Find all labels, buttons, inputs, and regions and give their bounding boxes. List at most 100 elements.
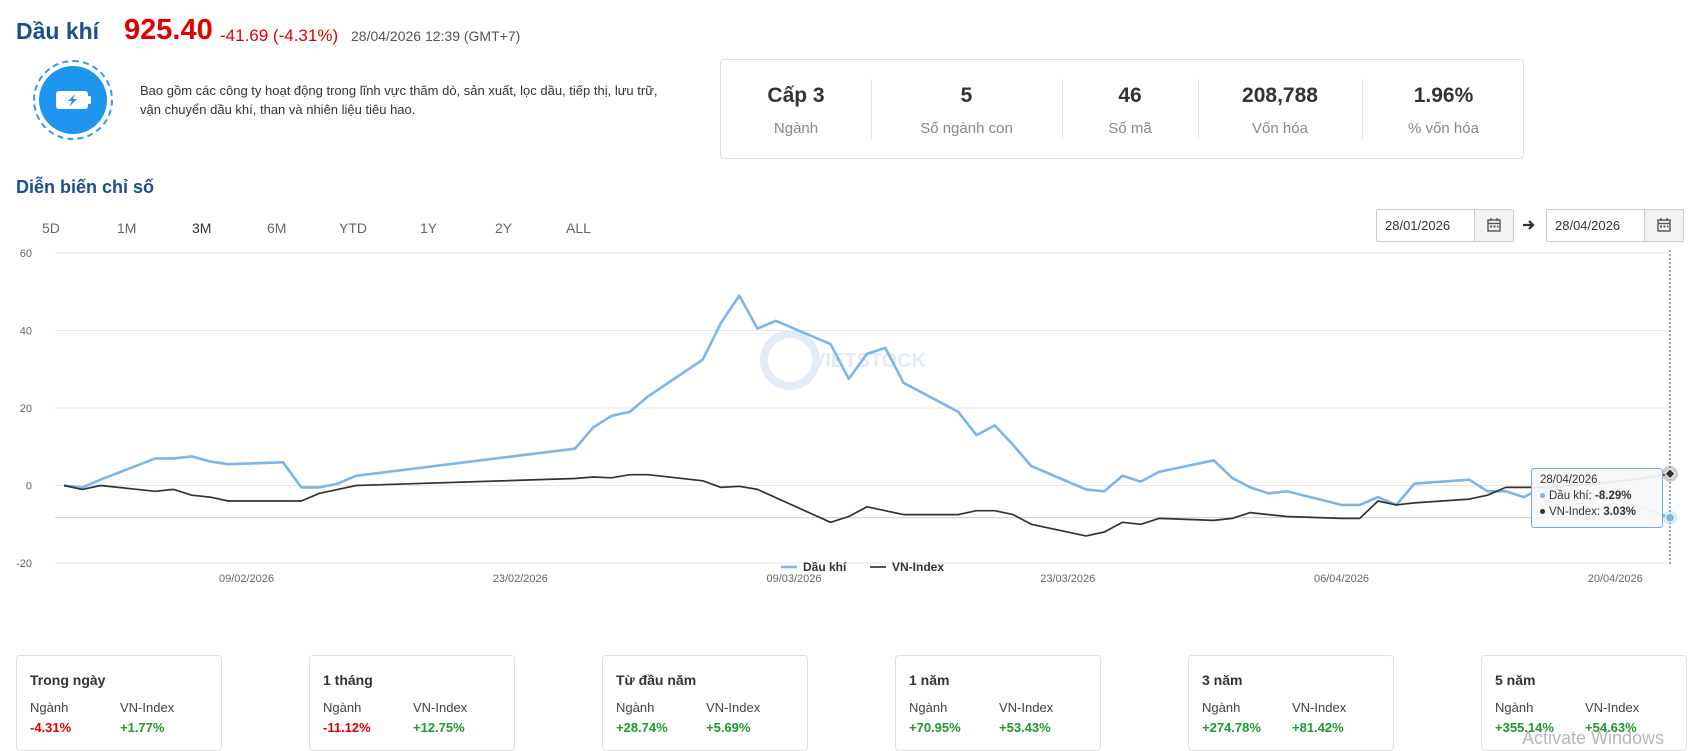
tooltip-series2-value: 3.03% <box>1603 506 1636 518</box>
date-from-input[interactable]: 28/01/2026 <box>1376 209 1514 242</box>
chart-watermark: VIETSTOCK <box>812 350 927 372</box>
card-label-vnindex: VN-Index <box>413 700 468 715</box>
calendar-icon[interactable] <box>1474 210 1513 241</box>
card-value-industry: +274.78% <box>1202 720 1261 735</box>
card-label-industry: Ngành <box>1495 700 1534 715</box>
x-tick-label: 20/04/2026 <box>1588 573 1643 585</box>
series-line-industry <box>63 294 1671 519</box>
hover-marker-vnindex <box>1664 468 1676 480</box>
card-title: 1 năm <box>909 672 950 688</box>
card-title: Trong ngày <box>30 672 106 688</box>
perf-card-3y: 3 năm Ngành VN-Index +274.78% +81.42% <box>1188 655 1394 751</box>
card-label-vnindex: VN-Index <box>1585 700 1640 715</box>
calendar-icon[interactable] <box>1644 210 1683 241</box>
tooltip-series2-label: VN-Index: <box>1549 506 1601 518</box>
card-value-vnindex: +12.75% <box>413 720 465 735</box>
page-title: Dầu khí <box>16 18 100 44</box>
stat-divider <box>871 79 872 139</box>
card-value-industry: -4.31% <box>30 720 72 735</box>
series-dot-icon <box>1540 493 1545 499</box>
arrow-right-icon <box>1522 218 1536 235</box>
range-tab-3m[interactable]: 3M <box>192 220 212 236</box>
stat-label: Số ngành con <box>920 120 1013 137</box>
x-tick-label: 09/03/2026 <box>766 573 821 585</box>
card-label-industry: Ngành <box>30 700 69 715</box>
card-value-industry: +70.95% <box>909 720 961 735</box>
activate-windows-watermark: Activate Windows <box>1522 728 1665 748</box>
stat-label: Ngành <box>773 120 819 137</box>
x-tick-label: 23/02/2026 <box>493 573 548 585</box>
date-from-value: 28/01/2026 <box>1385 218 1451 233</box>
card-title: 1 tháng <box>323 672 373 688</box>
card-label-vnindex: VN-Index <box>120 700 175 715</box>
range-tab-1y[interactable]: 1Y <box>420 220 438 236</box>
stat-market-cap: 208,788 Vốn hóa <box>1198 60 1362 160</box>
card-label-industry: Ngành <box>616 700 655 715</box>
card-value-vnindex: +54.63% <box>1585 720 1637 735</box>
card-title: Từ đầu năm <box>616 672 697 688</box>
card-label-industry: Ngành <box>909 700 948 715</box>
y-tick-label: 40 <box>20 326 32 338</box>
tooltip-row-vnindex: VN-Index: 3.03% <box>1540 506 1636 518</box>
y-tick-label: 20 <box>20 403 32 415</box>
hover-marker-industry <box>1665 512 1675 523</box>
stat-market-cap-pct: 1.96% % vốn hóa <box>1362 60 1525 160</box>
stat-value: 208,788 <box>1242 84 1318 107</box>
stat-label: % vốn hóa <box>1408 120 1479 137</box>
index-change: -41.69 (-4.31%) <box>220 26 339 45</box>
range-tab-5d[interactable]: 5D <box>42 220 60 236</box>
x-tick-label: 06/04/2026 <box>1314 573 1369 585</box>
stat-level: Cấp 3 Ngành <box>721 60 871 160</box>
industry-description: Bao gồm các công ty hoạt động trong lĩnh… <box>140 83 658 117</box>
y-tick-label: 0 <box>26 481 32 493</box>
x-tick-label: 09/02/2026 <box>219 573 274 585</box>
battery-icon <box>39 66 107 134</box>
stat-subindustries: 5 Số ngành con <box>871 60 1062 160</box>
stat-value: Cấp 3 <box>767 84 825 107</box>
stat-value: 5 <box>960 84 973 107</box>
industry-icon-ring <box>33 60 113 140</box>
perf-card-today: Trong ngày Ngành VN-Index -4.31% +1.77% <box>16 655 222 751</box>
chart-section-title: Diễn biến chỉ số <box>16 177 155 197</box>
tooltip-series1-value: -8.29% <box>1595 490 1632 502</box>
date-to-input[interactable]: 28/04/2026 <box>1546 209 1684 242</box>
index-price: 925.40 <box>124 14 213 46</box>
perf-card-1m: 1 tháng Ngành VN-Index -11.12% +12.75% <box>309 655 515 751</box>
y-tick-label: -20 <box>16 558 32 570</box>
index-datetime: 28/04/2026 12:39 (GMT+7) <box>351 28 521 44</box>
range-tab-2y[interactable]: 2Y <box>495 220 513 236</box>
card-label-industry: Ngành <box>323 700 362 715</box>
tooltip-date: 28/04/2026 <box>1540 474 1598 486</box>
perf-card-ytd: Từ đầu năm Ngành VN-Index +28.74% +5.69% <box>602 655 808 751</box>
card-label-industry: Ngành <box>1202 700 1241 715</box>
series-dot-icon <box>1540 509 1545 515</box>
range-tab-ytd[interactable]: YTD <box>339 220 367 236</box>
card-value-industry: +355.14% <box>1495 720 1554 735</box>
range-tab-6m[interactable]: 6M <box>267 220 287 236</box>
card-value-vnindex: +53.43% <box>999 720 1051 735</box>
card-title: 5 năm <box>1495 672 1536 688</box>
card-value-industry: -11.12% <box>323 720 371 735</box>
card-label-vnindex: VN-Index <box>706 700 761 715</box>
legend-industry-label[interactable]: Dầu khí <box>803 560 847 574</box>
perf-card-1y: 1 năm Ngành VN-Index +70.95% +53.43% <box>895 655 1101 751</box>
chart-tooltip: 28/04/2026 Dầu khí: -8.29% VN-Index: 3.0… <box>1531 468 1663 528</box>
stat-divider <box>1062 79 1063 139</box>
range-tab-all[interactable]: ALL <box>566 220 591 236</box>
stat-value: 1.96% <box>1413 84 1474 107</box>
stat-tickers: 46 Số mã <box>1062 60 1198 160</box>
tooltip-series1-label: Dầu khí: <box>1549 490 1592 502</box>
stats-panel: Cấp 3 Ngành 5 Số ngành con 46 Số mã 208,… <box>720 59 1524 159</box>
tooltip-row-industry: Dầu khí: -8.29% <box>1540 490 1631 502</box>
index-chart[interactable]: 60 40 20 0 -20 09/02/2026 23/02/2026 09/03/2026… <box>0 245 1700 605</box>
y-tick-label: 60 <box>20 248 32 260</box>
card-value-vnindex: +81.42% <box>1292 720 1344 735</box>
stat-label: Vốn hóa <box>1252 120 1308 137</box>
x-tick-label: 23/03/2026 <box>1040 573 1095 585</box>
series-line-vnindex <box>63 472 1671 537</box>
stat-label: Số mã <box>1108 120 1152 137</box>
legend-vnindex-label[interactable]: VN-Index <box>892 560 944 574</box>
card-value-vnindex: +5.69% <box>706 720 751 735</box>
watermark-logo-icon <box>760 330 820 390</box>
range-tab-1m[interactable]: 1M <box>117 220 137 236</box>
